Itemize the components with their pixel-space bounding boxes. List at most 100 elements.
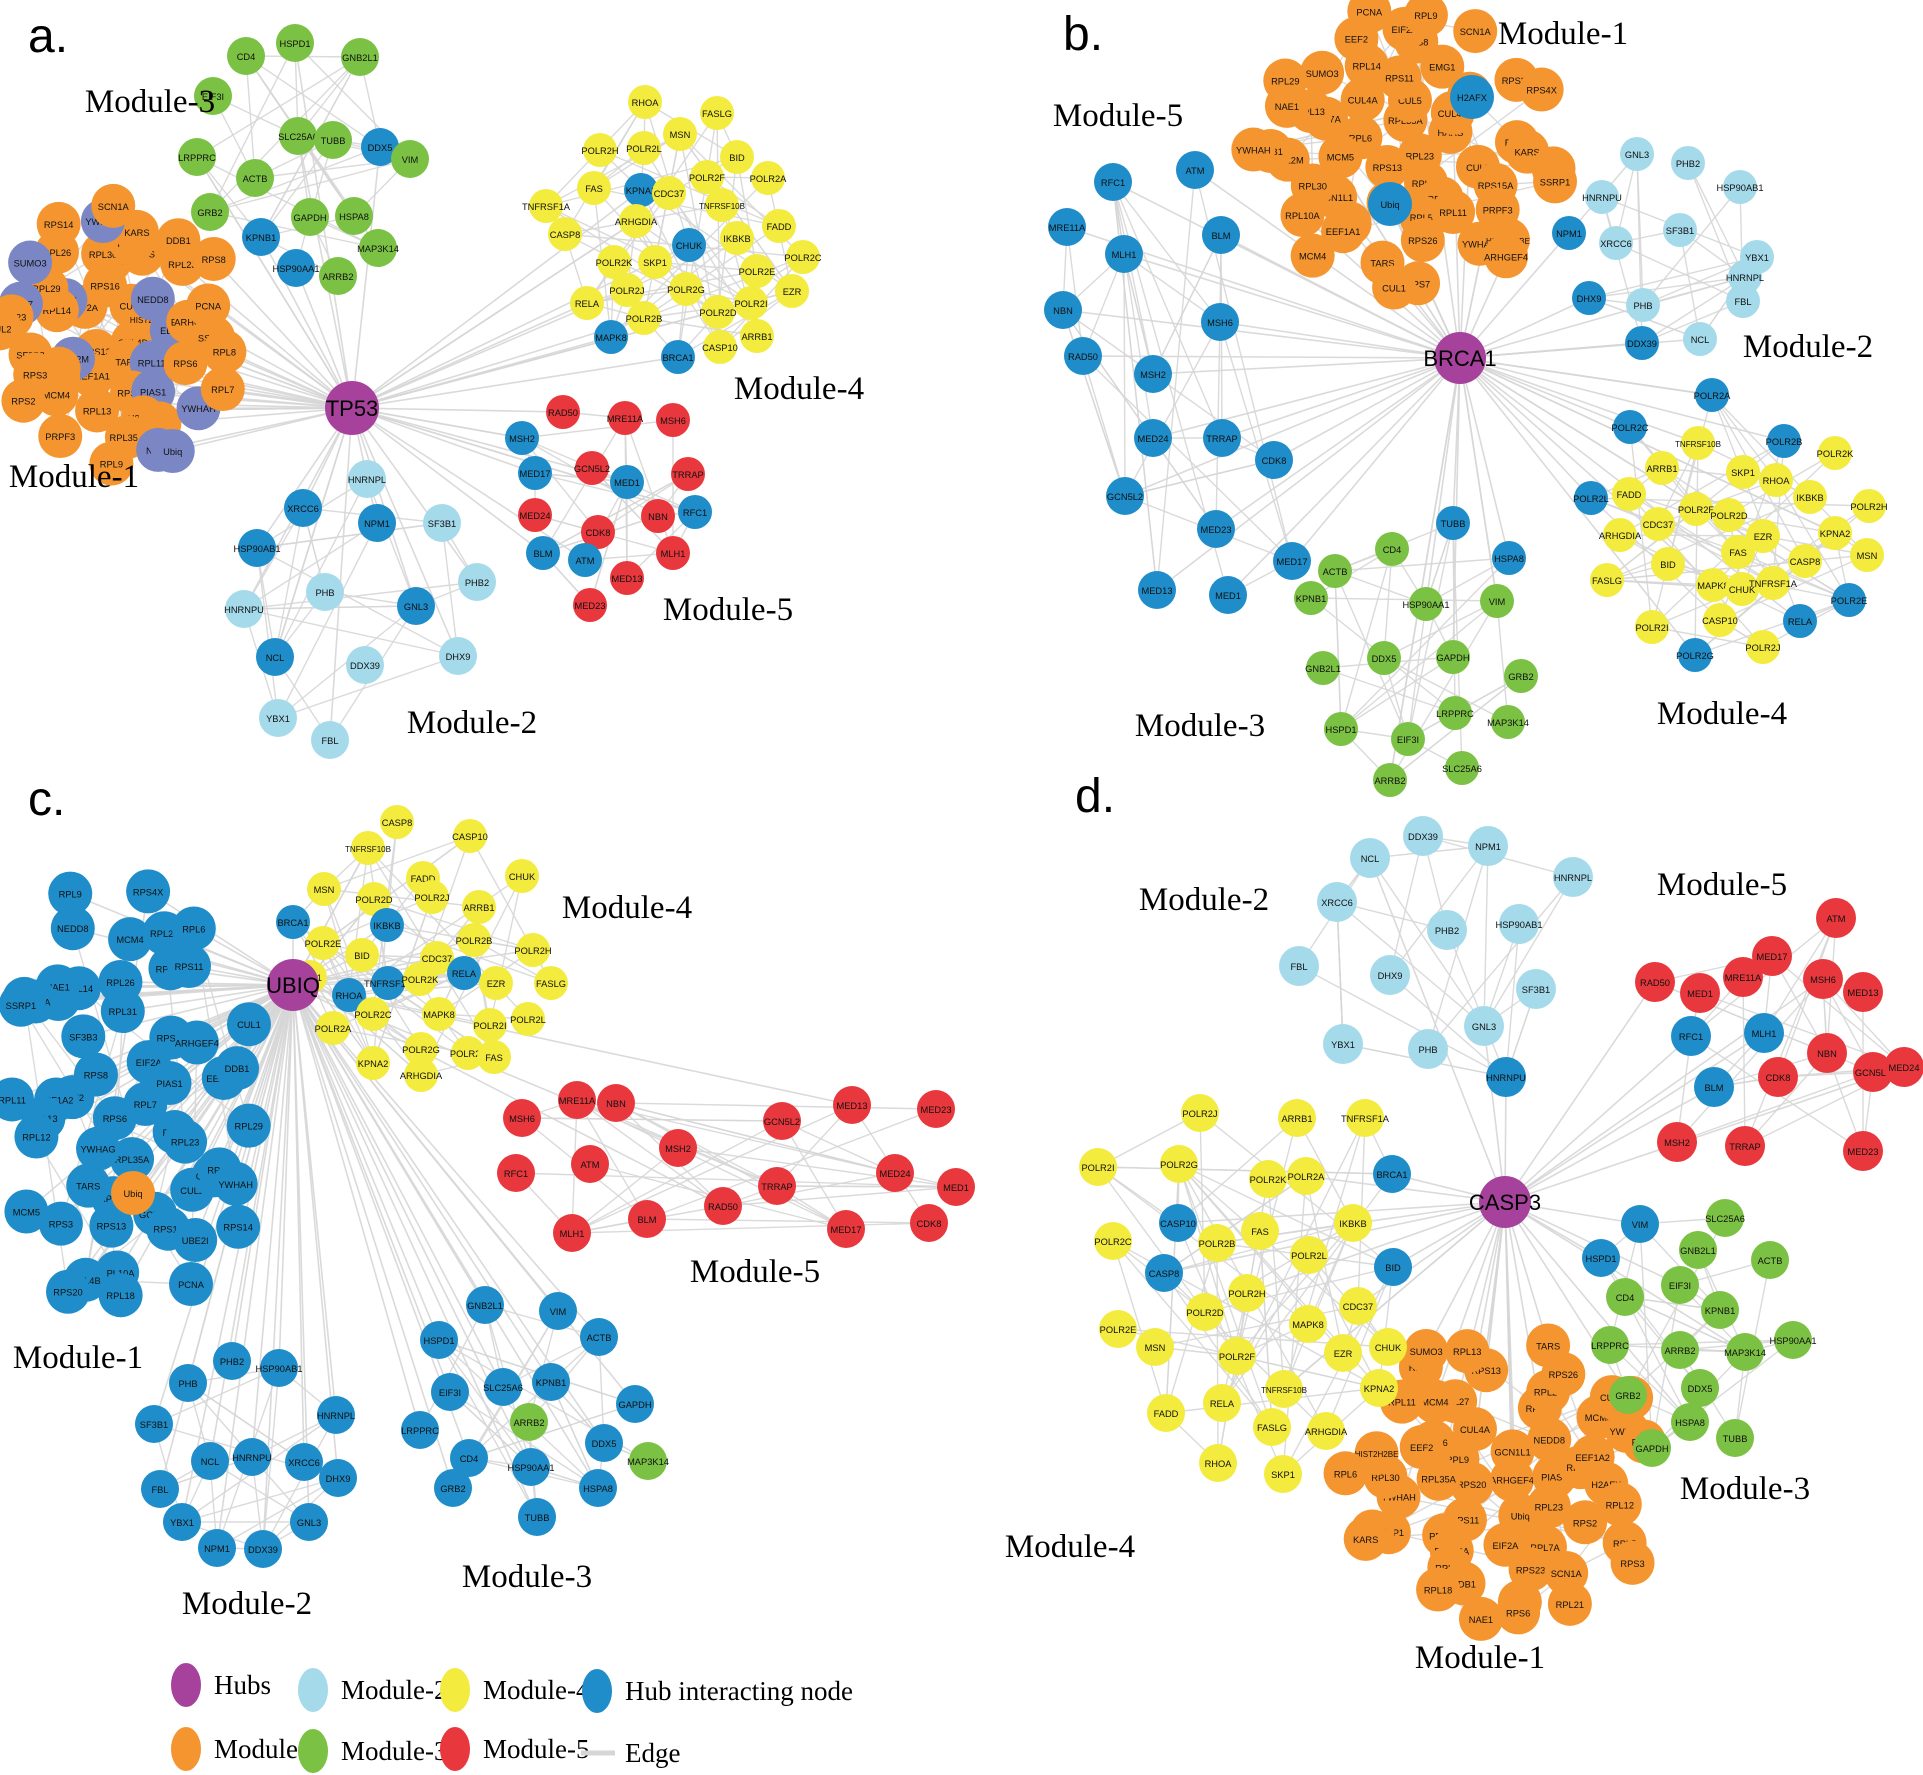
svg-text:MED1: MED1 bbox=[943, 1183, 969, 1193]
network-node: POLR2A bbox=[1694, 378, 1731, 412]
network-node: RHOA bbox=[1759, 463, 1793, 497]
network-node: BRCA1 bbox=[1373, 1155, 1411, 1193]
edge bbox=[1777, 917, 1837, 1078]
svg-text:FBL: FBL bbox=[151, 1485, 168, 1495]
svg-text:HSPA8: HSPA8 bbox=[1675, 1418, 1705, 1428]
svg-text:CD4: CD4 bbox=[237, 52, 256, 62]
edge bbox=[1771, 955, 1905, 1068]
edge bbox=[1112, 181, 1223, 439]
svg-text:SLC25A6: SLC25A6 bbox=[278, 132, 318, 142]
svg-text:CDC37: CDC37 bbox=[1643, 520, 1673, 530]
network-node: HNRNPL bbox=[1553, 857, 1593, 897]
svg-text:NAE1: NAE1 bbox=[1275, 102, 1299, 112]
network-node: HSPA8 bbox=[579, 1469, 617, 1507]
svg-text:MLH1: MLH1 bbox=[1752, 1029, 1777, 1039]
panel-letter-d: d. bbox=[1075, 770, 1115, 823]
edge bbox=[351, 146, 381, 409]
network-node: GAPDH bbox=[1436, 640, 1470, 674]
network-node: HSPA8 bbox=[1492, 541, 1526, 575]
svg-text:SLC25A6: SLC25A6 bbox=[1442, 764, 1482, 774]
svg-text:EZR: EZR bbox=[487, 979, 506, 989]
legend-swatch-module3 bbox=[298, 1729, 328, 1773]
panel-letter-b: b. bbox=[1063, 8, 1103, 61]
svg-text:DDB1: DDB1 bbox=[225, 1064, 250, 1074]
svg-text:GAPDH: GAPDH bbox=[618, 1400, 651, 1410]
network-node: LRPPRC bbox=[1591, 1326, 1629, 1364]
network-node: POLR2C bbox=[784, 240, 822, 274]
svg-text:SLC25A6: SLC25A6 bbox=[1705, 1214, 1745, 1224]
network-node: NPM1 bbox=[198, 1529, 236, 1567]
edge bbox=[1459, 232, 1570, 359]
network-node: ARRB2 bbox=[1373, 763, 1407, 797]
edge bbox=[245, 55, 381, 148]
edge bbox=[736, 156, 758, 272]
edge bbox=[329, 407, 353, 741]
svg-text:HSP90AA1: HSP90AA1 bbox=[272, 264, 319, 274]
network-node: EIF3I bbox=[1661, 1266, 1699, 1304]
legend-label: Module-5 bbox=[483, 1734, 589, 1764]
network-node: RPS11 bbox=[166, 944, 211, 989]
svg-text:CUL4A: CUL4A bbox=[1348, 96, 1379, 106]
edge bbox=[323, 888, 480, 908]
network-node: MSH6 bbox=[1201, 303, 1239, 341]
svg-text:FAS: FAS bbox=[585, 184, 603, 194]
svg-text:NCL: NCL bbox=[201, 1457, 220, 1467]
svg-text:FASLG: FASLG bbox=[1592, 576, 1622, 586]
network-node: BLM bbox=[1694, 1067, 1734, 1107]
network-node: EZR bbox=[1746, 519, 1780, 553]
network-node: MSH6 bbox=[1803, 959, 1843, 999]
edge bbox=[181, 984, 294, 1523]
svg-text:ARHGEF4: ARHGEF4 bbox=[1490, 1476, 1534, 1486]
edge bbox=[1156, 169, 1196, 591]
network-node: POLR2G bbox=[402, 1032, 440, 1066]
network-node: GCN1L1 bbox=[1490, 1429, 1535, 1474]
network-node: MED24 bbox=[518, 498, 552, 532]
edge bbox=[147, 890, 294, 986]
edge bbox=[1097, 1112, 1201, 1168]
svg-text:HNRNPL: HNRNPL bbox=[317, 1411, 355, 1421]
network-node: YBX1 bbox=[259, 699, 297, 737]
network-node: GRB2 bbox=[1609, 1376, 1647, 1414]
hub-node-ubiq: UBIQ bbox=[266, 959, 320, 1011]
svg-text:RELA: RELA bbox=[452, 969, 477, 979]
svg-text:RPL6: RPL6 bbox=[182, 924, 205, 934]
network-node: IKBKB bbox=[1334, 1204, 1372, 1242]
edge bbox=[1446, 929, 1507, 1078]
svg-text:RPL21: RPL21 bbox=[1556, 1600, 1584, 1610]
network-node: MAP3K14 bbox=[357, 229, 399, 267]
network-node: KPNB1 bbox=[1294, 581, 1328, 615]
network-node: MCM4 bbox=[1412, 1379, 1457, 1424]
edge bbox=[1112, 181, 1154, 439]
edge bbox=[1310, 597, 1498, 602]
network-node: RPL12 bbox=[14, 1114, 59, 1159]
network-node: TNFRSF10B bbox=[1261, 1370, 1307, 1408]
network-node: KPNB1 bbox=[1701, 1291, 1739, 1329]
edge bbox=[172, 407, 353, 452]
svg-text:MAP3K14: MAP3K14 bbox=[627, 1457, 669, 1467]
edge bbox=[292, 984, 600, 1338]
edge bbox=[781, 1120, 847, 1230]
network-node: BID bbox=[1651, 547, 1685, 581]
network-node: YWHAH bbox=[1231, 127, 1276, 172]
svg-text:ARHGDIA: ARHGDIA bbox=[1599, 531, 1642, 541]
svg-text:MED13: MED13 bbox=[1847, 988, 1878, 998]
network-node: GNB2L1 bbox=[341, 38, 379, 76]
svg-text:Ubiq: Ubiq bbox=[163, 447, 182, 457]
svg-text:MED24: MED24 bbox=[1888, 1063, 1919, 1073]
network-node: HSPD1 bbox=[420, 1321, 458, 1359]
network-node: SLC25A6 bbox=[278, 117, 318, 155]
network-node: GAPDH bbox=[1633, 1429, 1671, 1467]
edge bbox=[1744, 917, 1837, 1147]
edge bbox=[1744, 1052, 1828, 1147]
network-node: Ubiq bbox=[111, 1171, 155, 1215]
svg-text:GCN5L2: GCN5L2 bbox=[574, 464, 610, 474]
network-node: MED13 bbox=[610, 561, 644, 595]
edge bbox=[351, 407, 544, 554]
edge bbox=[1082, 355, 1293, 562]
svg-text:GCN5L2: GCN5L2 bbox=[1107, 492, 1143, 502]
network-node: CHUK bbox=[672, 228, 706, 262]
network-node: DDB1 bbox=[215, 1046, 260, 1091]
legend-swatch-hub_node bbox=[582, 1669, 612, 1713]
network-node: HSP90AA1 bbox=[1402, 587, 1450, 621]
svg-text:MED13: MED13 bbox=[611, 574, 642, 584]
